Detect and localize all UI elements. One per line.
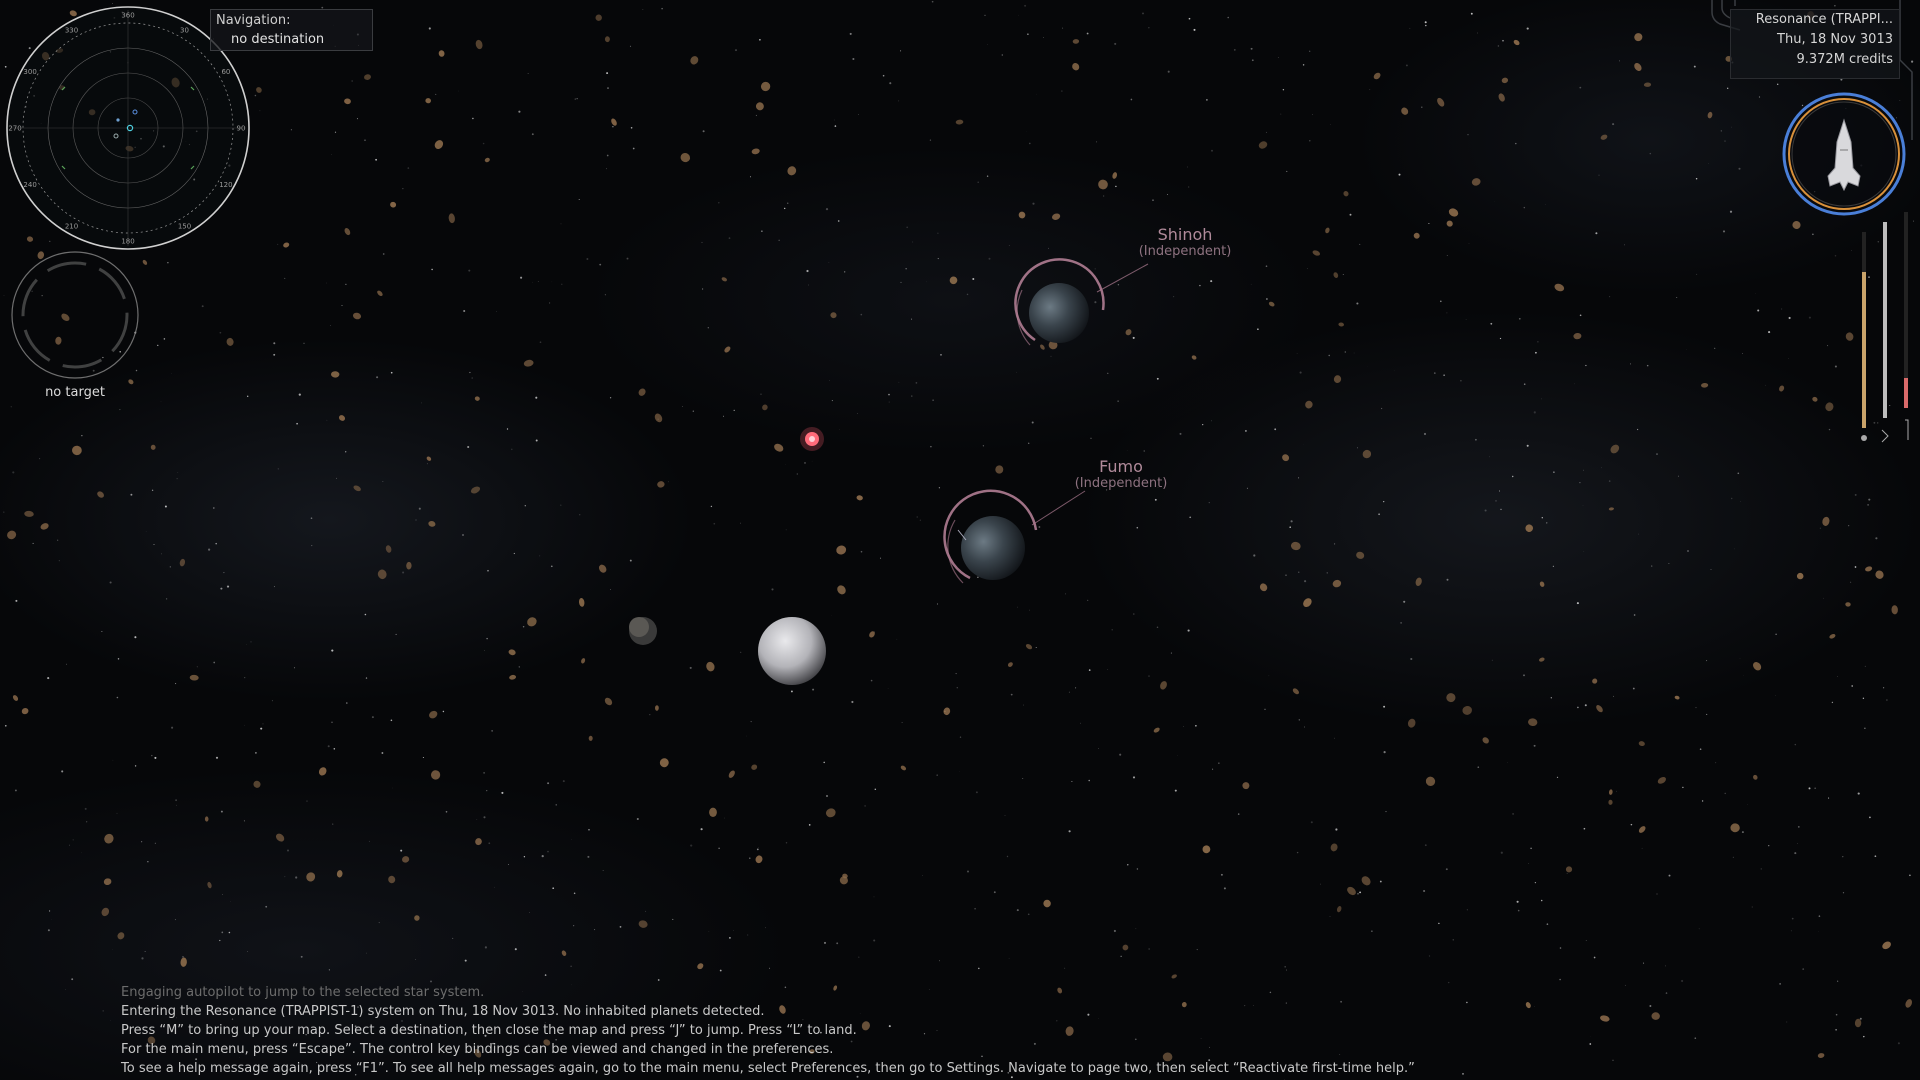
navigation-destination: no destination [231, 32, 325, 47]
credits-readout: 9.372M credits [1796, 52, 1893, 67]
ship-gauges [1861, 212, 1909, 443]
message-line: Engaging autopilot to jump to the select… [121, 985, 485, 1000]
radar-ring-label: 150 [178, 222, 191, 230]
radar-ring-label: 300 [23, 68, 36, 76]
navigation-title: Navigation: [216, 13, 291, 28]
message-line: To see a help message again, press “F1”.… [121, 1061, 1415, 1076]
small-moon[interactable] [629, 617, 657, 645]
ship-silhouette-icon [1827, 118, 1861, 192]
radar-ring-label: 180 [121, 238, 134, 246]
system-name: Resonance (TRAPPI... [1755, 12, 1893, 27]
radar-ring-label: 270 [8, 125, 21, 133]
starfield [3, 0, 1914, 1080]
message-line: For the main menu, press “Escape”. The c… [121, 1042, 834, 1057]
radar-ring-label: 30 [180, 27, 189, 35]
asteroid-field [7, 10, 1912, 1062]
planet-shinoh[interactable] [1014, 258, 1149, 346]
message-line: Press “M” to bring up your map. Select a… [121, 1023, 857, 1038]
radar-ring-label: 60 [221, 68, 230, 76]
planet-government: (Independent) [1074, 476, 1168, 491]
planet-name: Shinoh [1157, 225, 1213, 244]
radar-icon: 360 30 60 90 120 150 180 210 240 270 300 330 [6, 6, 250, 250]
radar-ring-label: 240 [23, 181, 36, 189]
hud-corner-decoration [1711, 0, 1913, 140]
system-status-panel: Resonance (TRAPPI... Thu, 18 Nov 3013 9.… [1730, 9, 1900, 79]
red-star-flare [800, 427, 824, 451]
radar-ring-label: 360 [121, 12, 134, 20]
target-status: no target [45, 385, 105, 400]
ship-status-display [1782, 92, 1906, 216]
planet-label-fumo: Fumo (Independent) [1061, 458, 1181, 492]
planet-label-shinoh: Shinoh (Independent) [1125, 226, 1245, 260]
radar-ring-label: 210 [65, 222, 78, 230]
radar-ring-labels: 360 30 60 90 120 150 180 210 240 270 300 330 [8, 12, 245, 246]
grey-moon[interactable] [758, 617, 826, 685]
radar-ring-label: 330 [65, 27, 78, 35]
target-reticle-icon [11, 251, 139, 379]
planet-fumo[interactable] [943, 489, 1086, 584]
radar-ring-label: 120 [219, 181, 232, 189]
current-date: Thu, 18 Nov 3013 [1777, 32, 1893, 47]
planet-name: Fumo [1099, 457, 1143, 476]
planet-government: (Independent) [1138, 244, 1232, 259]
message-log: Engaging autopilot to jump to the select… [121, 983, 1415, 1078]
message-line: Entering the Resonance (TRAPPIST-1) syst… [121, 1004, 765, 1019]
radar-ring-label: 90 [237, 125, 246, 133]
navigation-panel: Navigation: no destination [210, 9, 373, 51]
